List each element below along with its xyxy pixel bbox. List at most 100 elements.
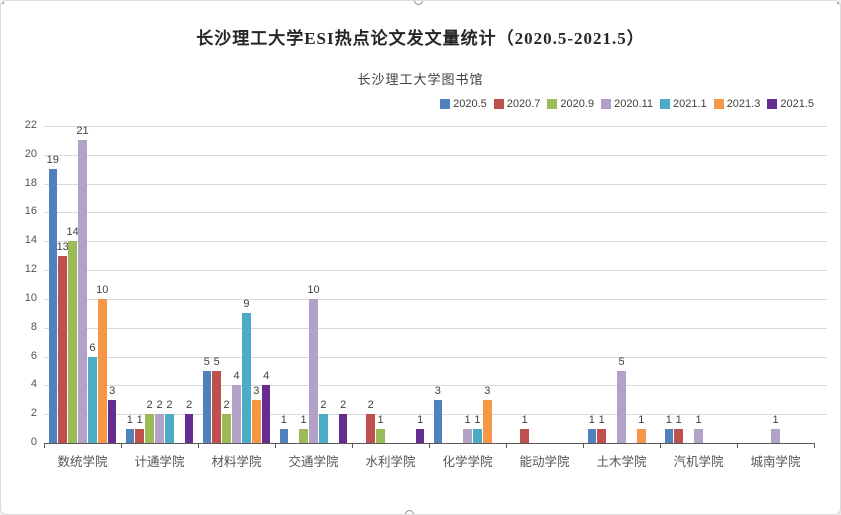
legend-swatch-icon (660, 99, 671, 109)
legend: 2020.5 2020.7 2020.9 2020.11 2021.1 2021.3 202… (433, 96, 814, 112)
bar-value-label: 2 (166, 399, 173, 412)
bar[interactable] (664, 428, 674, 443)
grid-line (44, 298, 827, 300)
bar[interactable] (98, 298, 107, 443)
bar-value-label: 6 (89, 341, 96, 354)
category-label: 材料学院 (211, 455, 262, 469)
category-label: 水利学院 (365, 455, 416, 469)
bar[interactable] (58, 255, 67, 443)
legend-item[interactable]: 2021.1 (660, 98, 707, 110)
bar[interactable] (165, 414, 174, 443)
axis-tick (275, 443, 276, 448)
bar[interactable] (202, 370, 212, 443)
axis-tick (660, 443, 661, 448)
bar[interactable] (212, 370, 221, 443)
bar[interactable] (309, 298, 318, 443)
bar[interactable] (338, 414, 348, 443)
y-axis-label: 22 (24, 119, 37, 131)
bar[interactable] (145, 414, 154, 443)
bar[interactable] (617, 370, 626, 443)
bar-value-label: 2 (320, 399, 327, 412)
y-axis-label: 14 (24, 234, 37, 247)
y-axis-label: 8 (30, 320, 37, 333)
legend-item[interactable]: 2020.7 (493, 98, 541, 110)
bar-value-label: 10 (307, 283, 320, 296)
bar[interactable] (597, 428, 606, 443)
category-label: 化学学院 (442, 455, 493, 469)
bar[interactable] (366, 414, 375, 443)
bar[interactable] (520, 428, 529, 443)
bar[interactable] (637, 428, 646, 443)
legend-label: 2020.9 (560, 98, 595, 110)
bar[interactable] (125, 428, 135, 443)
y-axis-label: 20 (24, 147, 37, 160)
y-axis-label: 16 (24, 205, 37, 218)
bar[interactable] (135, 428, 144, 443)
axis-tick (737, 443, 738, 448)
bar-value-label: 1 (126, 413, 133, 426)
legend-label: 2021.5 (780, 98, 814, 110)
bar[interactable] (242, 313, 251, 443)
y-axis-label: 4 (30, 378, 37, 391)
bar[interactable] (674, 428, 683, 443)
bar[interactable] (68, 241, 77, 443)
bar-value-label: 1 (588, 413, 595, 426)
bar-value-label: 1 (474, 413, 481, 426)
bar[interactable] (279, 428, 289, 443)
bar[interactable] (376, 428, 385, 443)
bar[interactable] (473, 428, 482, 443)
legend-item[interactable]: 2021.3 (713, 98, 761, 110)
legend-swatch-icon (713, 99, 724, 109)
bar[interactable] (155, 414, 164, 443)
bar[interactable] (107, 399, 117, 443)
y-axis-label: 6 (30, 349, 37, 362)
bar[interactable] (232, 385, 241, 443)
axis-tick (429, 443, 430, 448)
y-axis-label: 0 (30, 436, 37, 448)
bar-value-label: 5 (618, 355, 625, 368)
bar[interactable] (261, 385, 271, 443)
axis-tick (352, 443, 353, 448)
bar[interactable] (319, 414, 328, 443)
bar[interactable] (433, 399, 443, 443)
legend-item[interactable]: 2021.5 (767, 98, 814, 110)
grid-line (44, 154, 827, 156)
legend-item[interactable]: 2020.5 (440, 98, 487, 110)
category-label: 汽机学院 (673, 455, 724, 469)
bar-value-label: 14 (66, 226, 79, 239)
category-label: 土木学院 (596, 455, 647, 469)
bar-value-label: 1 (521, 413, 528, 426)
legend-item[interactable]: 2020.11 (601, 98, 653, 110)
bar-value-label: 1 (300, 413, 307, 426)
bar-value-label: 10 (96, 283, 109, 296)
bar[interactable] (252, 399, 261, 443)
bar-value-label: 3 (434, 384, 441, 397)
bar-value-label: 1 (675, 413, 682, 426)
bar[interactable] (483, 399, 492, 443)
bar-value-label: 1 (598, 413, 605, 426)
bar[interactable] (463, 428, 472, 443)
grid-line (44, 241, 827, 243)
bar-value-label: 1 (280, 413, 287, 426)
bar-value-label: 2 (340, 399, 347, 412)
bar[interactable] (771, 428, 780, 443)
bar[interactable] (184, 414, 194, 443)
bar[interactable] (299, 428, 308, 443)
axis-tick (814, 443, 815, 448)
legend-item[interactable]: 2020.9 (547, 98, 594, 110)
bar-value-label: 2 (146, 399, 153, 412)
legend-label: 2020.7 (506, 98, 541, 110)
bar[interactable] (222, 414, 231, 443)
bar[interactable] (587, 428, 597, 443)
bar-value-label: 1 (136, 413, 143, 426)
bar[interactable] (415, 428, 425, 443)
legend-label: 2021.3 (726, 98, 761, 110)
bar-value-label: 2 (223, 399, 230, 412)
bar[interactable] (78, 140, 87, 443)
resize-handle-top-left-icon[interactable] (1, 1, 4, 4)
resize-handle-top-right-icon[interactable] (837, 1, 840, 4)
resize-handle-bottom-icon[interactable] (405, 510, 414, 514)
bar[interactable] (694, 428, 703, 443)
bar[interactable] (48, 169, 58, 443)
bar[interactable] (88, 356, 97, 443)
